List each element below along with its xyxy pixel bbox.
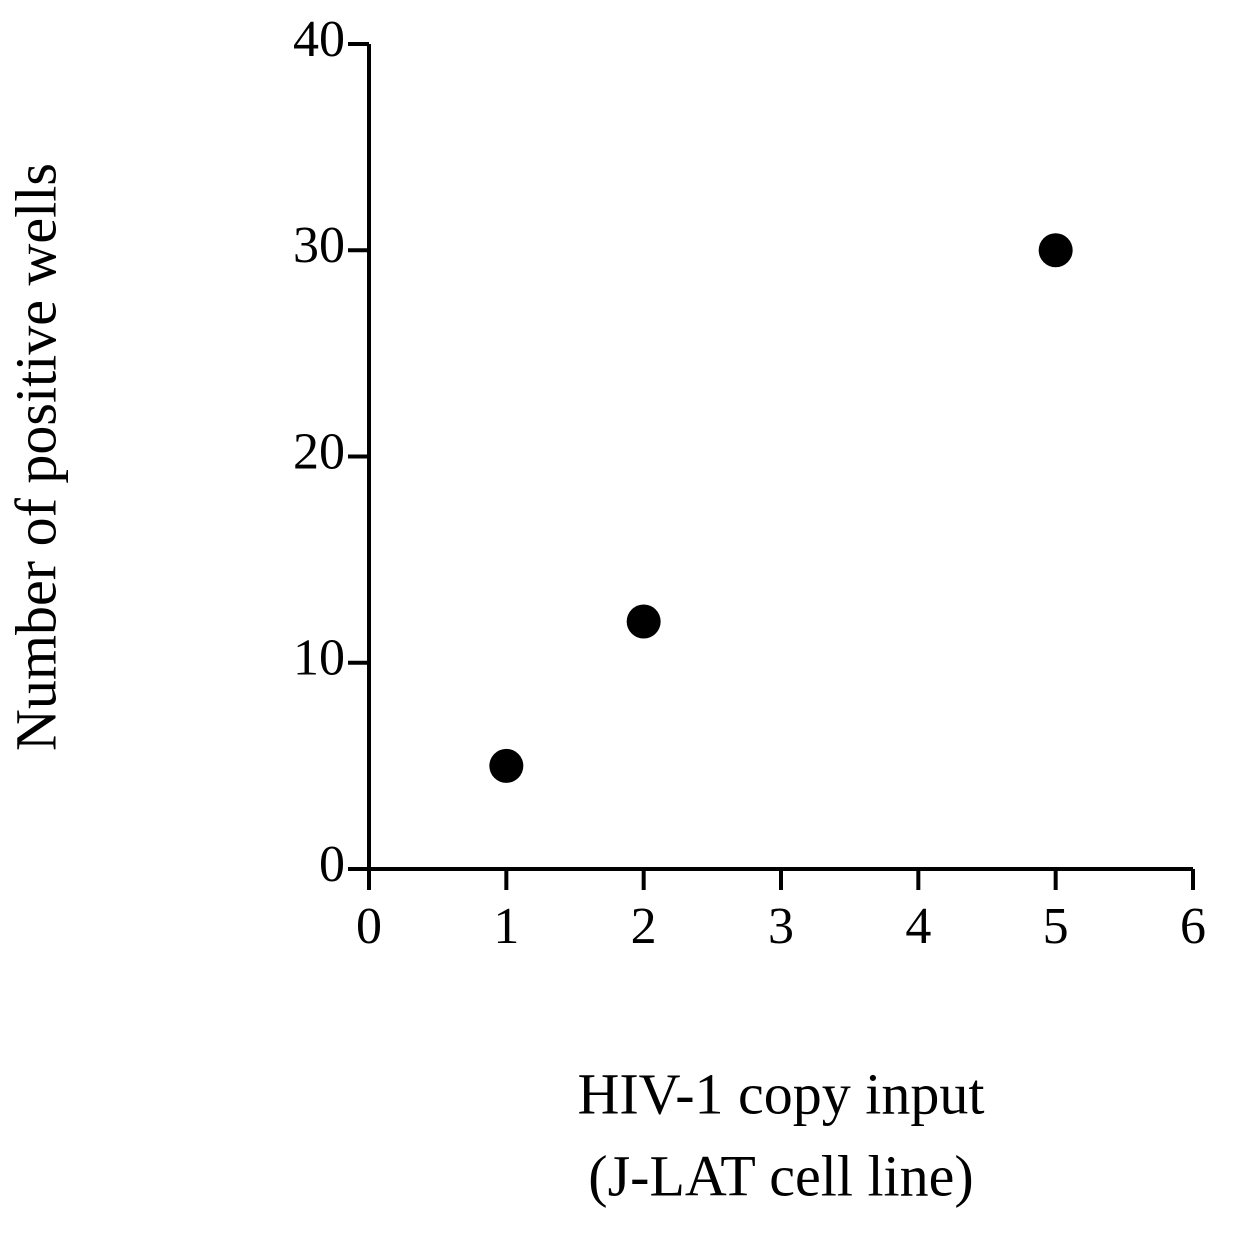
y-tick-label: 10 xyxy=(293,630,345,687)
point xyxy=(1038,233,1073,268)
x-tick-label: 4 xyxy=(905,898,931,955)
y-tick-label: 30 xyxy=(293,217,345,274)
x-tick-label: 3 xyxy=(768,898,794,955)
x-axis-title: HIV-1 copy input xyxy=(577,1061,984,1126)
x-axis-title: (J-LAT cell line) xyxy=(588,1143,973,1208)
y-tick-label: 40 xyxy=(293,11,345,68)
y-tick-label: 20 xyxy=(293,423,345,480)
y-tick-label: 0 xyxy=(319,836,345,893)
x-tick-label: 5 xyxy=(1043,898,1069,955)
x-tick-label: 2 xyxy=(631,898,657,955)
point xyxy=(626,604,661,639)
x-tick-label: 6 xyxy=(1180,898,1206,955)
x-tick-label: 1 xyxy=(493,898,519,955)
x-tick-label: 0 xyxy=(356,898,382,955)
y-axis-title: Number of positive wells xyxy=(3,163,68,751)
point xyxy=(489,748,524,783)
